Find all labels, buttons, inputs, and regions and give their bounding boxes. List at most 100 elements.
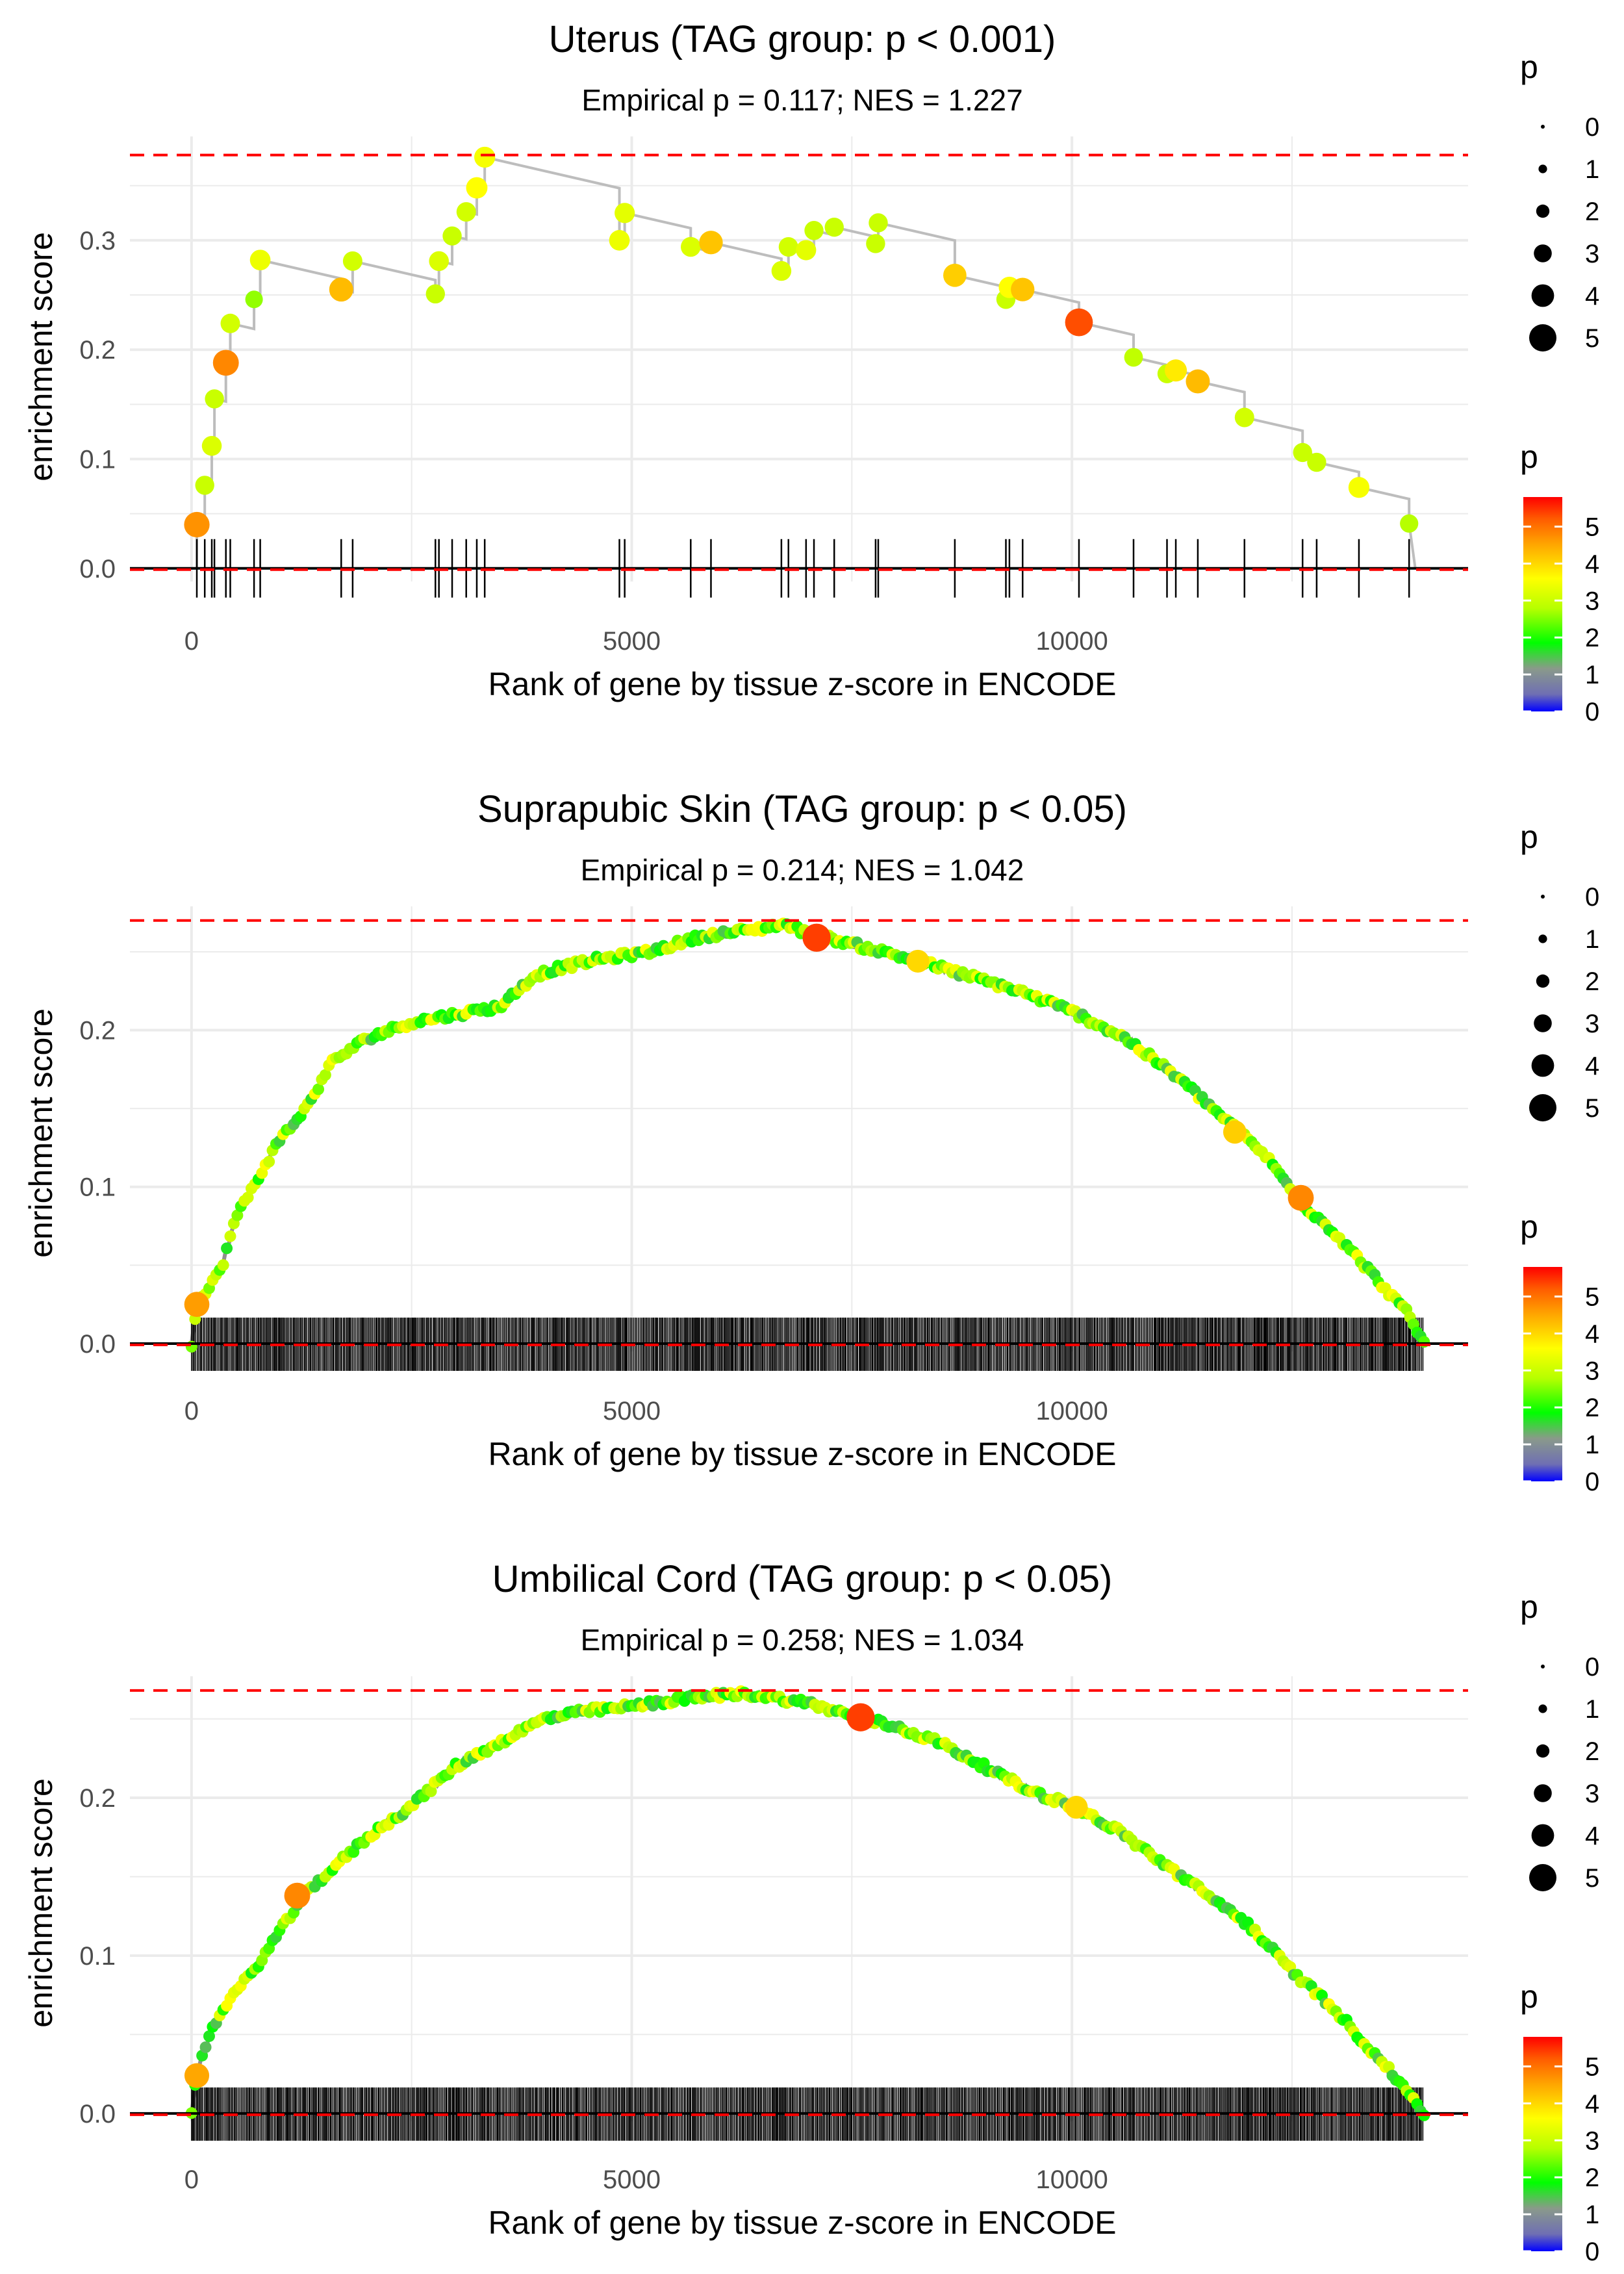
- y-tick-label: 0.2: [79, 1784, 116, 1813]
- chart-title: Suprapubic Skin (TAG group: p < 0.05): [477, 788, 1127, 830]
- x-axis-label: Rank of gene by tissue z-score in ENCODE: [488, 666, 1116, 702]
- color-legend-keys: 5 4 3 2 1 0: [1523, 2053, 1599, 2266]
- x-tick-label: 5000: [603, 627, 661, 656]
- data-point: [220, 313, 240, 333]
- data-point: [201, 436, 222, 456]
- size-legend-label: 5: [1585, 1864, 1599, 1893]
- size-legend-label: 1: [1585, 925, 1599, 954]
- data-point: [425, 284, 445, 304]
- size-legend-label: 2: [1585, 1737, 1599, 1766]
- color-legend-label: 0: [1585, 1468, 1599, 1496]
- x-tick-labels: 0 5000 10000: [184, 2165, 1108, 2194]
- x-tick-label: 0: [184, 627, 199, 656]
- x-tick-label: 5000: [603, 1397, 661, 1425]
- data-point: [804, 221, 824, 240]
- color-legend-label: 0: [1585, 698, 1599, 726]
- data-point: [609, 230, 630, 251]
- size-legend-title: p: [1520, 49, 1538, 85]
- x-tick-label: 0: [184, 1397, 199, 1425]
- data-point: [1124, 348, 1143, 367]
- chart-subtitle: Empirical p = 0.258; NES = 1.034: [581, 1623, 1024, 1657]
- x-tick-label: 0: [184, 2165, 199, 2194]
- size-legend-label: 4: [1585, 282, 1599, 311]
- panel-suprapubic-skin: Suprapubic Skin (TAG group: p < 0.05) Em…: [23, 788, 1468, 1472]
- size-legend-label: 0: [1585, 1653, 1599, 1681]
- legend-uterus: p 0 1 2 3 4 5 p 5 4 3 2 1 0: [1520, 49, 1599, 726]
- y-tick-label: 0.2: [79, 1017, 116, 1045]
- color-legend-title: p: [1520, 1208, 1538, 1245]
- color-legend-keys: 5 4 3 2 1 0: [1523, 1283, 1599, 1496]
- legend-umbilical-cord: p 0 1 2 3 4 5 p 5 4 3 2 1 0: [1520, 1589, 1599, 2266]
- data-point: [1307, 452, 1326, 472]
- data-point: [221, 1242, 233, 1255]
- data-point: [263, 1155, 275, 1168]
- color-legend-bar: [1523, 497, 1562, 711]
- size-legend-title: p: [1520, 1589, 1538, 1625]
- size-legend-dot: [1536, 1744, 1550, 1758]
- size-legend-dot: [1538, 1704, 1547, 1713]
- color-legend-label: 5: [1585, 513, 1599, 542]
- color-legend-label: 2: [1585, 624, 1599, 652]
- data-point: [1165, 359, 1187, 382]
- data-point: [778, 236, 798, 257]
- size-legend-dot: [1538, 934, 1547, 943]
- reference-lines: [130, 1689, 1468, 2116]
- color-legend-title: p: [1520, 439, 1538, 475]
- color-legend-label: 3: [1585, 587, 1599, 615]
- data-point: [319, 1069, 331, 1081]
- size-legend-label: 2: [1585, 967, 1599, 996]
- data-point: [1383, 2061, 1395, 2073]
- size-legend-dot: [1531, 1824, 1554, 1847]
- data-point: [329, 277, 353, 302]
- size-legend-dot: [1538, 164, 1547, 173]
- data-point: [1186, 369, 1210, 394]
- size-legend-label: 5: [1585, 324, 1599, 353]
- size-legend-label: 1: [1585, 155, 1599, 184]
- size-legend-label: 3: [1585, 240, 1599, 268]
- data-point: [699, 231, 723, 255]
- size-legend-dot: [1529, 1094, 1556, 1121]
- color-legend-keys: 5 4 3 2 1 0: [1523, 513, 1599, 726]
- data-point: [1288, 1184, 1314, 1211]
- size-legend-label: 4: [1585, 1822, 1599, 1850]
- size-legend-keys: 0 1 2 3 4 5: [1529, 113, 1599, 353]
- data-point: [231, 1209, 244, 1221]
- color-legend-label: 0: [1585, 2238, 1599, 2266]
- size-legend-label: 1: [1585, 1695, 1599, 1724]
- size-legend-dot: [1541, 125, 1545, 129]
- color-legend-label: 2: [1585, 2164, 1599, 2192]
- y-tick-label: 0.0: [79, 555, 116, 583]
- data-point: [456, 202, 476, 222]
- data-point: [442, 226, 462, 246]
- size-legend-dot: [1536, 974, 1550, 988]
- size-legend-dot: [1534, 244, 1552, 262]
- y-tick-label: 0.0: [79, 1330, 116, 1359]
- size-legend-label: 0: [1585, 113, 1599, 142]
- panel-uterus: Uterus (TAG group: p < 0.001) Empirical …: [23, 18, 1468, 702]
- data-point: [203, 2030, 215, 2042]
- color-legend-label: 4: [1585, 2089, 1599, 2118]
- data-point: [681, 236, 701, 257]
- y-tick-labels: 0.0 0.1 0.2 0.3: [79, 227, 116, 583]
- y-tick-label: 0.1: [79, 445, 116, 474]
- data-point: [242, 1192, 254, 1204]
- size-legend-keys: 0 1 2 3 4 5: [1529, 1653, 1599, 1893]
- color-legend-label: 1: [1585, 661, 1599, 689]
- data-point: [466, 177, 488, 199]
- color-legend-label: 1: [1585, 1431, 1599, 1459]
- color-legend-title: p: [1520, 1978, 1538, 2015]
- data-point: [906, 949, 930, 973]
- data-point: [199, 2041, 212, 2053]
- size-legend-keys: 0 1 2 3 4 5: [1529, 883, 1599, 1123]
- legend-suprapubic-skin: p 0 1 2 3 4 5 p 5 4 3 2 1 0: [1520, 819, 1599, 1496]
- data-point: [195, 476, 214, 495]
- data-points: [184, 917, 1430, 1353]
- data-point: [824, 217, 844, 237]
- chart-subtitle: Empirical p = 0.214; NES = 1.042: [581, 853, 1024, 887]
- size-legend-label: 5: [1585, 1094, 1599, 1123]
- data-point: [771, 261, 792, 281]
- size-legend-dot: [1531, 284, 1554, 307]
- data-point: [184, 2063, 210, 2088]
- size-legend-label: 3: [1585, 1780, 1599, 1808]
